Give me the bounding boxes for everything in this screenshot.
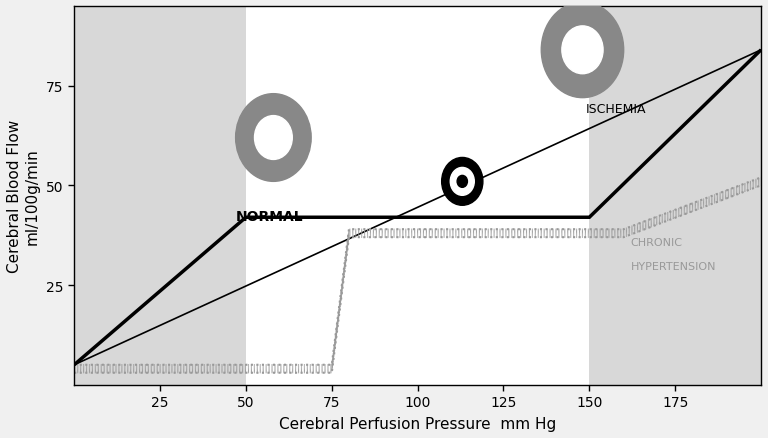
Ellipse shape	[562, 27, 603, 74]
Text: CHRONIC: CHRONIC	[631, 238, 683, 247]
Y-axis label: Cerebral Blood Flow
ml/100g/min: Cerebral Blood Flow ml/100g/min	[7, 120, 39, 272]
Ellipse shape	[236, 95, 311, 182]
Text: ISCHEMIA: ISCHEMIA	[586, 102, 647, 115]
Ellipse shape	[254, 117, 293, 160]
Text: HYPERTENSION: HYPERTENSION	[631, 261, 716, 272]
Ellipse shape	[541, 3, 624, 99]
Circle shape	[442, 158, 483, 206]
Text: NORMAL: NORMAL	[236, 210, 303, 224]
Bar	[246, 7, 589, 385]
Circle shape	[457, 176, 468, 188]
X-axis label: Cerebral Perfusion Pressure  mm Hg: Cerebral Perfusion Pressure mm Hg	[279, 416, 556, 431]
Circle shape	[450, 168, 475, 196]
